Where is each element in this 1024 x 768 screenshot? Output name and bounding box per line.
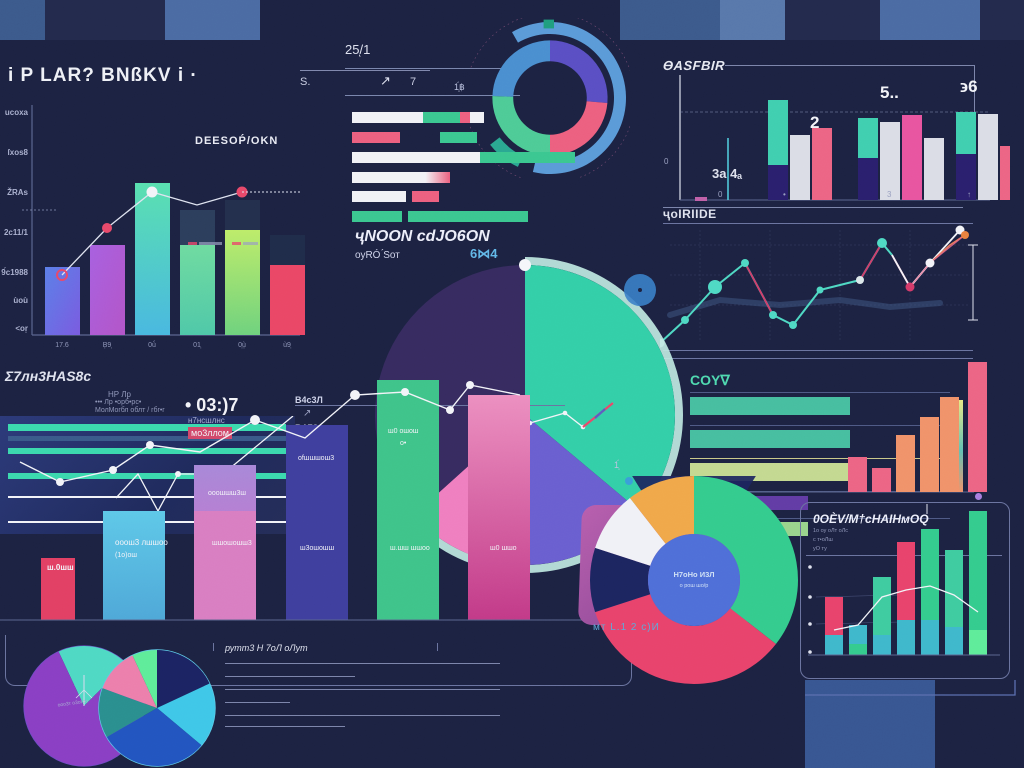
svg-text:ŽRAs: ŽRAs <box>7 188 28 197</box>
svg-text:шшошошш3: шшошошш3 <box>212 540 252 547</box>
svg-text:оfшшшош3: оfшшшош3 <box>298 455 334 462</box>
svg-text:2c11/1: 2c11/1 <box>4 228 29 237</box>
svg-text:17.6: 17.6 <box>55 342 69 349</box>
svg-text:ш3ошошш: ш3ошошш <box>300 545 335 552</box>
svg-text:ù9̩: ù9̩ <box>283 342 292 349</box>
svg-text:<or̩: <or̩ <box>15 324 28 333</box>
svg-text:о•: о• <box>400 440 407 447</box>
svg-text:ш.шш шшоо: ш.шш шшоо <box>390 545 430 552</box>
svg-text:ооошшш3ш: ооошшш3ш <box>208 490 246 497</box>
svg-text:(1о)ош: (1о)ош <box>115 552 137 559</box>
svg-text:϶6: ϶6 <box>960 77 978 96</box>
svg-text:9́c1988: 9́c1988 <box>1 268 28 277</box>
svg-text:Н7оНо И3Л: Н7оНо И3Л <box>673 570 714 579</box>
svg-text:о рош шо/р: о рош шо/р <box>680 583 709 589</box>
svg-text:2: 2 <box>810 113 819 132</box>
svg-text:0̩ù̩: 0̩ù̩ <box>238 342 246 349</box>
svg-text:ùoù: ùoù <box>13 296 28 305</box>
svg-text:ш0 ошош: ш0 ошош <box>388 428 419 435</box>
svg-text:B̩9̩: B̩9̩ <box>103 342 113 349</box>
svg-text:3а 4ₐ: 3а 4ₐ <box>712 166 742 181</box>
svg-text:ucoxa: ucoxa <box>5 108 29 117</box>
svg-text:0ù́: 0ù́ <box>148 340 156 349</box>
svg-text:ſxos8: ſxos8 <box>8 148 29 157</box>
svg-text:5..: 5.. <box>880 83 899 102</box>
svg-text:ооош3 лшшоо: ооош3 лшшоо <box>115 538 168 547</box>
svg-text:01̩: 01̩ <box>193 342 202 349</box>
svg-text:ш0 шшо: ш0 шшо <box>490 545 517 552</box>
svg-text:ш.0шш: ш.0шш <box>47 563 74 572</box>
